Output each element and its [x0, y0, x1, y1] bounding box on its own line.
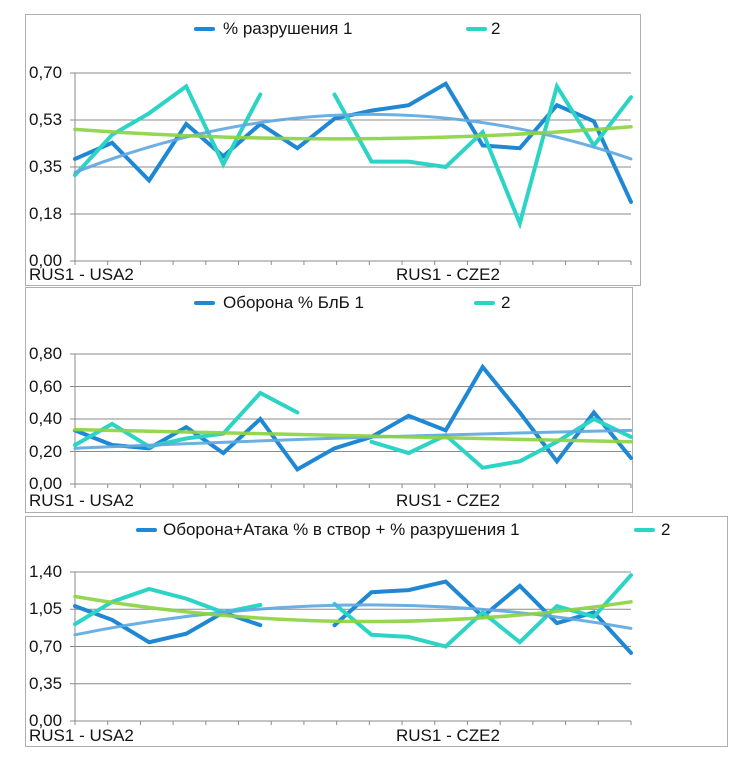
y-axis-label: 0,70 [29, 636, 63, 656]
legend-series2-label: 2 [501, 293, 511, 312]
trend2-line [73, 427, 633, 444]
series2-line [73, 81, 633, 230]
y-axis-label: 1,40 [29, 562, 63, 581]
y-axis-label: 0,40 [29, 409, 63, 428]
series1-line [73, 363, 633, 473]
legend-series1-marker [194, 301, 215, 305]
trend2-line [73, 594, 633, 624]
x-axis-group-label-left: RUS1 - USA2 [29, 491, 134, 510]
x-axis-group-label-right: RUS1 - CZE2 [396, 726, 500, 745]
y-axis-label: 0,00 [29, 711, 63, 730]
legend-series2-marker [466, 27, 487, 31]
trend2-line [73, 124, 633, 141]
y-axis-label: 0,53 [29, 110, 63, 129]
y-axis-label: 0,35 [29, 673, 63, 693]
x-axis-group-label-right: RUS1 - CZE2 [396, 265, 500, 284]
y-axis-label: 0,00 [29, 251, 63, 270]
y-axis-label: 0,70 [29, 63, 63, 82]
y-axis-label: 0,18 [29, 204, 63, 223]
y-axis-label: 0,35 [29, 157, 63, 176]
legend-series1-marker [136, 528, 157, 532]
plot-area-1 [70, 72, 633, 265]
legend-series1-label: Оборона % БлБ 1 [223, 293, 364, 312]
legend-series2-marker [474, 301, 495, 305]
x-axis-group-label-left: RUS1 - USA2 [29, 726, 134, 745]
y-axis-label: 0,60 [29, 376, 63, 396]
y-axis-label: 0,00 [29, 474, 63, 493]
legend-series1-label: % разрушения 1 [223, 19, 353, 38]
chart-defense-attack-combined: Оборона+Атака % в створ + % разрушения 1… [25, 516, 728, 747]
plot-area-2 [70, 353, 633, 488]
y-axis-label: 0,20 [29, 441, 63, 461]
legend-series2-label: 2 [661, 520, 671, 539]
x-axis-group-label-left: RUS1 - USA2 [29, 265, 134, 284]
legend-series2-label: 2 [491, 19, 501, 38]
plot-area-3 [70, 571, 633, 725]
chart-destruction-percent: % разрушения 1 2 RUS1 - USA2 RUS1 - CZE2… [25, 14, 641, 286]
y-axis-label: 0,80 [29, 344, 63, 363]
x-axis-group-label-right: RUS1 - CZE2 [396, 491, 500, 510]
y-axis-label: 1,05 [29, 599, 63, 619]
legend-series1-label: Оборона+Атака % в створ + % разрушения 1 [163, 520, 520, 539]
trend1-line [73, 428, 633, 450]
legend-series1-marker [194, 27, 215, 31]
trend1-line [73, 112, 633, 174]
series2-line [73, 390, 633, 470]
chart-defense-blb: Оборона % БлБ 1 2 RUS1 - USA2 RUS1 - CZE… [25, 287, 633, 513]
trend1-line [73, 603, 633, 637]
legend-series2-marker [634, 528, 655, 532]
